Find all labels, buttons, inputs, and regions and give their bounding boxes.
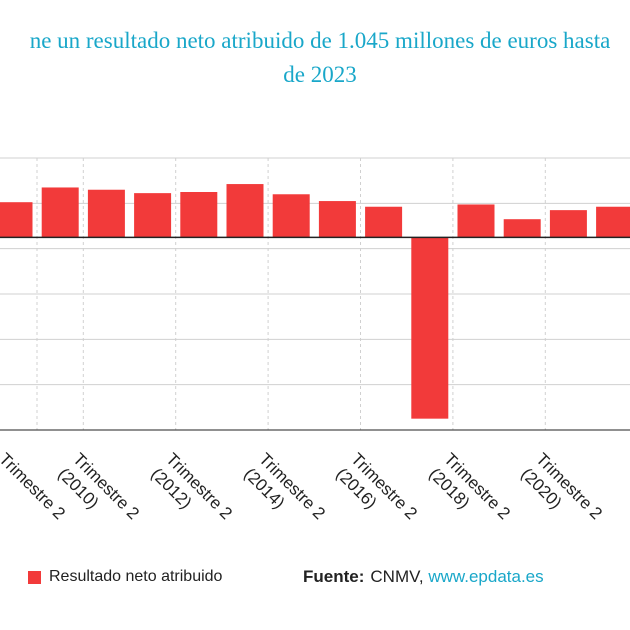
bar xyxy=(226,184,264,238)
legend: Resultado neto atribuido xyxy=(28,566,222,588)
legend-swatch xyxy=(28,570,41,584)
bar xyxy=(411,237,449,419)
bar xyxy=(0,202,33,238)
source-text: CNMV, xyxy=(370,567,424,586)
source-link[interactable]: www.epdata.es xyxy=(428,567,544,586)
x-tick-label: Trimestre 2(2018) xyxy=(425,449,514,523)
x-tick-label-prefix: Trimestre 2 xyxy=(0,449,69,523)
bar xyxy=(272,194,310,238)
bar xyxy=(134,193,172,238)
chart-title-line-2: de 2023 xyxy=(283,62,357,87)
bar xyxy=(87,189,125,238)
bar xyxy=(596,206,630,238)
x-tick-label: Trimestre 2(2014) xyxy=(240,449,329,523)
bar xyxy=(549,210,587,238)
x-tick-label: Trimestre 2(2012) xyxy=(147,449,236,523)
bar xyxy=(457,204,495,238)
legend-label: Resultado neto atribuido xyxy=(49,568,223,585)
bar xyxy=(41,187,79,238)
x-tick-label: Trimestre 2 xyxy=(0,449,69,523)
bar xyxy=(503,219,541,238)
x-tick-label: Trimestre 2(2016) xyxy=(332,449,421,523)
x-tick-label-prefix: Trimestre 2 xyxy=(625,449,630,523)
bar xyxy=(318,201,356,238)
bar xyxy=(180,192,218,238)
x-tick-label: Trimestre 2(2020) xyxy=(517,449,606,523)
source-label: Fuente: xyxy=(303,567,365,586)
bar xyxy=(365,206,403,238)
x-tick-label: Trimestre 2 xyxy=(625,449,630,523)
x-tick-label: Trimestre 2(2010) xyxy=(54,449,143,523)
source-credit: Fuente: CNMV, www.epdata.es xyxy=(303,566,544,588)
chart-title: ne un resultado neto atribuido de 1.045 … xyxy=(0,24,630,92)
chart-title-line-1: ne un resultado neto atribuido de 1.045 … xyxy=(29,28,611,53)
